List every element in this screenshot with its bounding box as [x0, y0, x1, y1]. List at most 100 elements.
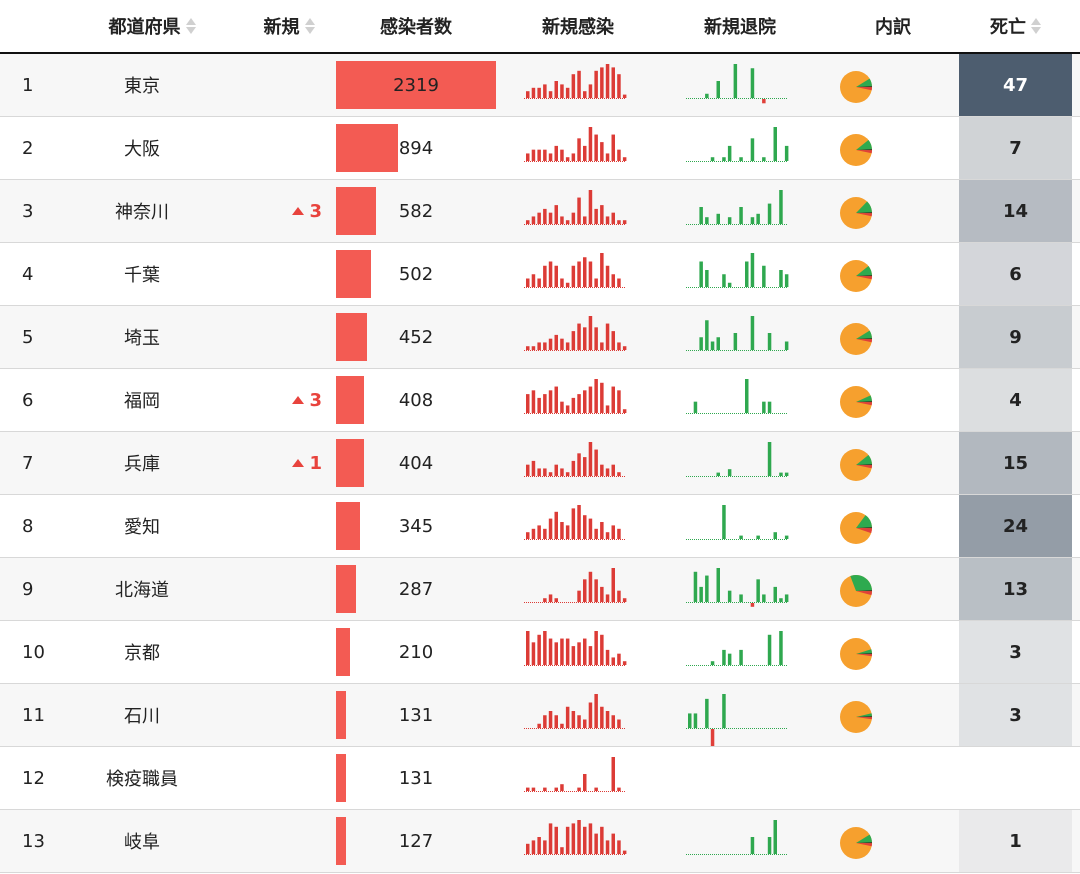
header-new-discharged: 新規退院	[670, 0, 810, 52]
new-cases-sparkline-bar	[531, 216, 536, 225]
new-cases-sparkline-bar	[560, 149, 564, 161]
new-discharge-sparkline-bar	[727, 590, 732, 602]
breakdown-pie	[840, 386, 873, 418]
new-discharge-sparkline	[686, 127, 789, 162]
rank-number: 1	[22, 74, 34, 96]
triangle-up-icon	[292, 459, 305, 467]
prefecture-name: 埼玉	[124, 328, 160, 349]
table-row[interactable]: 2 大阪 894 7	[0, 117, 1080, 180]
new-cases-sparkline-bar	[577, 453, 581, 477]
new-cases-sparkline-bar	[526, 153, 530, 162]
new-cases-sparkline-bar	[571, 331, 576, 351]
header-prefecture-label: 都道府県	[108, 17, 181, 38]
new-cases-sparkline	[524, 631, 627, 666]
new-cases-sparkline-bar	[577, 715, 581, 729]
new-discharge-sparkline-bar	[739, 649, 743, 665]
header-cases: 感染者数	[336, 0, 496, 52]
sort-arrows-icon[interactable]	[304, 17, 315, 35]
new-discharge-sparkline-bar	[705, 93, 709, 99]
pie-slice-red	[856, 528, 872, 534]
new-discharge-sparkline-bar	[722, 505, 726, 539]
pie-slice-red	[856, 654, 872, 657]
new-cases-sparkline-bar	[600, 826, 604, 854]
table-row[interactable]: 4 千葉 502 6	[0, 243, 1080, 306]
sort-arrows-icon[interactable]	[185, 17, 196, 35]
new-cases-sparkline-bar	[565, 87, 570, 98]
table-row[interactable]: 9 北海道 287 13	[0, 558, 1080, 621]
table-row[interactable]: 6 福岡 3 408 4	[0, 369, 1080, 432]
new-discharge-sparkline	[686, 568, 789, 607]
new-cases-sparkline-bar	[543, 787, 547, 791]
cases-count: 131	[398, 704, 434, 726]
new-cases-sparkline-bar	[611, 386, 615, 413]
new-cases-sparkline-bar	[554, 205, 558, 225]
deaths-count: 1	[959, 810, 1072, 872]
rank-number: 12	[22, 767, 45, 789]
rank-up-indicator: 3	[262, 180, 322, 242]
new-discharge-sparkline-bar	[739, 207, 743, 224]
table-row[interactable]: 11 石川 131 3	[0, 684, 1080, 747]
new-cases-sparkline-bar	[583, 515, 587, 539]
new-cases-sparkline-bar	[531, 149, 536, 161]
pie-slice-green	[856, 834, 872, 843]
pie-slice-dark	[856, 464, 873, 466]
new-cases-sparkline-bar	[605, 153, 610, 162]
new-cases-sparkline-bar	[531, 460, 536, 476]
new-discharge-sparkline-bar	[710, 157, 715, 162]
new-discharge-sparkline-bar	[722, 157, 726, 162]
new-cases-sparkline-bar	[554, 464, 558, 476]
table-row[interactable]: 10 京都 210 3	[0, 621, 1080, 684]
triangle-up-icon	[292, 396, 305, 404]
new-cases-sparkline-bar	[548, 153, 553, 162]
new-discharge-sparkline-bar	[784, 535, 789, 539]
header-deaths-label: 死亡	[990, 17, 1026, 38]
new-discharge-sparkline-bar	[767, 333, 772, 350]
sort-arrows-icon[interactable]	[1031, 17, 1041, 35]
header-new[interactable]: 新規	[244, 0, 334, 52]
table-row[interactable]: 8 愛知 345 24	[0, 495, 1080, 558]
new-cases-sparkline-bar	[537, 397, 541, 413]
new-cases-sparkline-bar	[594, 379, 598, 413]
table-row[interactable]: 1 東京 2319 47	[0, 54, 1080, 117]
new-discharge-sparkline-bar	[750, 68, 755, 99]
prefecture-name: 北海道	[115, 580, 169, 601]
cases-bar	[336, 376, 365, 424]
rank-up-value: 1	[309, 452, 322, 474]
new-cases-sparkline-bar	[617, 149, 621, 161]
new-cases-sparkline-bar	[537, 87, 541, 98]
new-discharge-sparkline-bar	[739, 157, 743, 162]
deaths-count: 24	[959, 495, 1072, 557]
table-row[interactable]: 12 検疫職員 131	[0, 747, 1080, 810]
table-row[interactable]: 3 神奈川 3 582 14	[0, 180, 1080, 243]
pie-slice-red	[856, 276, 872, 280]
new-cases-sparkline-bar	[577, 505, 581, 539]
breakdown-pie	[840, 260, 873, 292]
new-cases-sparkline-bar	[583, 774, 587, 791]
pie-slice-red	[856, 843, 872, 847]
new-cases-sparkline-bar	[554, 642, 558, 666]
cases-count: 894	[398, 137, 434, 159]
new-cases-sparkline-bar	[560, 522, 564, 539]
new-cases-sparkline-bar	[537, 342, 541, 351]
new-cases-sparkline-bar	[577, 820, 581, 854]
deaths-count: 4	[959, 369, 1072, 431]
new-discharge-sparkline	[686, 316, 789, 351]
new-cases-sparkline-bar	[605, 711, 610, 728]
cases-count: 408	[398, 389, 434, 411]
new-cases-sparkline-bar	[577, 787, 581, 791]
new-cases-sparkline-bar	[594, 528, 598, 539]
new-discharge-sparkline-bar	[779, 270, 783, 287]
breakdown-pie	[840, 512, 873, 544]
header-prefecture[interactable]: 都道府県	[82, 0, 222, 52]
new-discharge-sparkline-bar	[767, 442, 772, 476]
table-row[interactable]: 7 兵庫 1 404 15	[0, 432, 1080, 495]
table-row[interactable]: 5 埼玉 452 9	[0, 306, 1080, 369]
table-row[interactable]: 13 岐阜 127 1	[0, 810, 1080, 873]
new-cases-sparkline-bar	[605, 323, 610, 350]
header-deaths[interactable]: 死亡	[959, 0, 1072, 52]
new-discharge-sparkline-bar	[750, 138, 755, 162]
deaths-count: 47	[959, 54, 1072, 116]
new-cases-sparkline-bar	[565, 638, 570, 665]
new-cases-sparkline-bar	[617, 653, 621, 665]
